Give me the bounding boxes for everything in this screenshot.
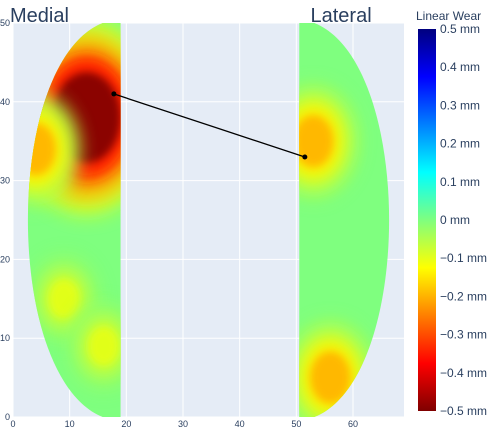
wear-patch <box>88 326 120 366</box>
colorbar-ticks: 0.5 mm 0.4 mm 0.3 mm 0.2 mm 0.1 mm 0 mm −0.1 m… <box>440 22 487 418</box>
x-tick-label: 50 <box>291 419 301 429</box>
x-tick-label: 30 <box>178 419 188 429</box>
connector-point-lateral <box>302 154 308 160</box>
x-axis-ticks: 0 10 20 30 40 50 60 <box>10 419 358 429</box>
colorbar <box>418 29 436 411</box>
wear-patch <box>310 351 351 404</box>
colorbar-tick-label: −0.4 mm <box>440 366 487 380</box>
colorbar-tick-label: −0.2 mm <box>440 289 487 303</box>
y-tick-label: 30 <box>0 176 10 186</box>
y-axis-ticks: 0 10 20 30 40 50 <box>0 18 10 422</box>
colorbar-tick-label: 0.3 mm <box>440 98 480 112</box>
x-tick-label: 10 <box>65 419 75 429</box>
wear-patch <box>48 279 80 319</box>
wear-patch <box>299 115 334 168</box>
colorbar-tick-label: 0 mm <box>440 213 470 227</box>
wear-patch <box>27 123 56 176</box>
colorbar-tick-label: 0.1 mm <box>440 175 480 189</box>
y-tick-label: 40 <box>0 97 10 107</box>
colorbar-title: Linear Wear <box>416 9 481 23</box>
x-tick-label: 20 <box>121 419 131 429</box>
connector-line <box>113 93 306 158</box>
colorbar-tick-label: 0.2 mm <box>440 137 480 151</box>
lateral-label: Lateral <box>311 5 372 27</box>
colorbar-tick-label: −0.3 mm <box>440 328 487 342</box>
x-tick-label: 40 <box>235 419 245 429</box>
colorbar-tick-label: 0.4 mm <box>440 60 480 74</box>
medial-wear-region <box>27 23 121 417</box>
colorbar-tick-label: 0.5 mm <box>440 22 480 36</box>
medial-label: Medial <box>10 5 69 27</box>
x-tick-label: 0 <box>10 419 15 429</box>
y-tick-label: 10 <box>0 333 10 343</box>
x-tick-label: 60 <box>348 419 358 429</box>
colorbar-tick-label: −0.1 mm <box>440 251 487 265</box>
y-tick-label: 0 <box>5 412 10 422</box>
y-tick-label: 50 <box>0 18 10 28</box>
connector-point-medial <box>111 91 117 97</box>
colorbar-tick-label: −0.5 mm <box>440 404 487 418</box>
y-tick-label: 20 <box>0 254 10 264</box>
